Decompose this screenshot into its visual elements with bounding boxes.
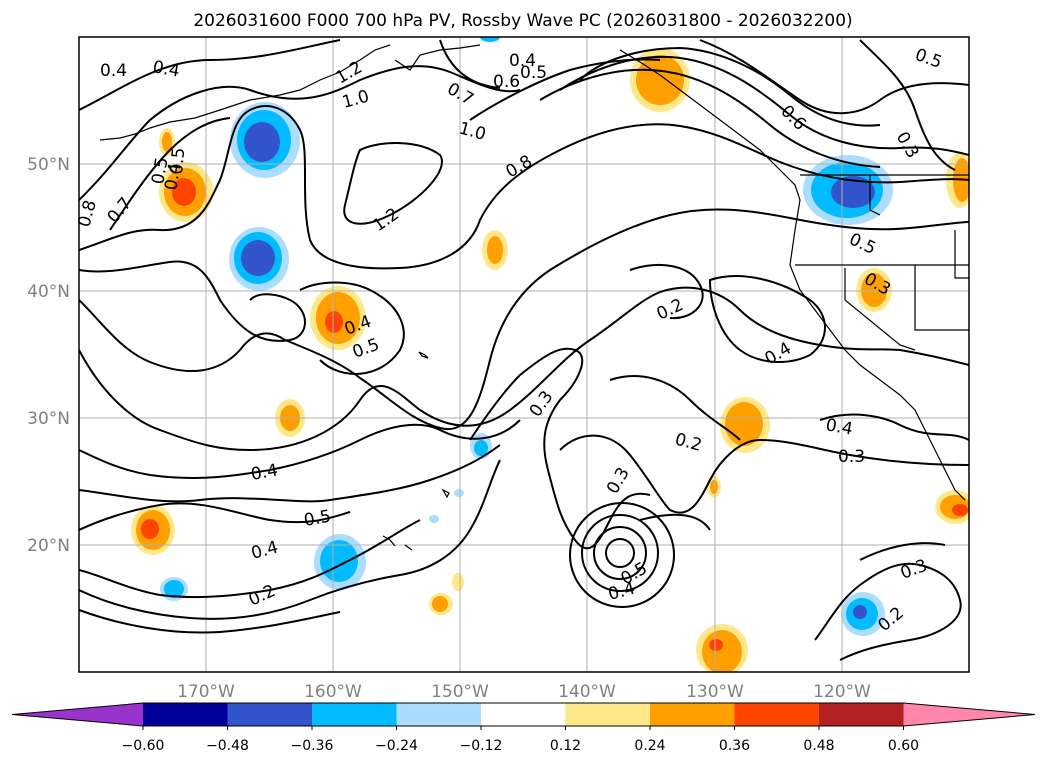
positive-anomaly-region: [432, 596, 448, 612]
colorbar-extend-min: [12, 703, 143, 726]
lat-tick-label: 30°N: [27, 409, 70, 429]
lon-tick-label: 120°W: [813, 682, 871, 702]
contour-label: 0.5: [846, 229, 879, 259]
positive-anomaly-region: [172, 178, 196, 206]
negative-anomaly-region: [241, 240, 275, 276]
map-panel: 0.4 0.4 1.2 1.0 0.7 0.4 0.5 0.6 0.5 0.4 …: [27, 36, 970, 702]
positive-anomaly-region: [861, 273, 887, 307]
contour-label: 0.3: [898, 556, 930, 584]
contour-label: 0.5: [912, 45, 944, 73]
colorbar-swatch: [734, 703, 820, 726]
colorbar-tick-label: −0.36: [291, 738, 334, 754]
contour-label: 0.8: [503, 151, 536, 182]
colorbar: −0.60 −0.48 −0.36 −0.24 −0.12 0.12 0.24 0.36 0.4…: [11, 702, 1036, 754]
negative-anomaly-region: [429, 515, 439, 523]
colorbar-tick-label: 0.48: [803, 738, 834, 754]
colorbar-tick-label: 0.60: [888, 738, 919, 754]
colorbar-tick-label: −0.12: [460, 738, 503, 754]
positive-anomaly-region: [702, 630, 742, 672]
positive-anomaly-region: [636, 55, 684, 105]
contour-label: 0.5: [302, 507, 332, 531]
lat-tick-label: 50°N: [27, 155, 70, 175]
colorbar-swatch: [227, 703, 313, 726]
negative-anomaly-region: [320, 540, 358, 582]
colorbar-tick-label: 0.12: [550, 738, 581, 754]
contour-label: 1.2: [333, 57, 366, 88]
positive-anomaly-region: [710, 480, 718, 494]
contour-label: 0.4: [762, 338, 795, 369]
negative-anomaly-region: [454, 489, 464, 497]
positive-anomaly-region: [952, 504, 968, 516]
colorbar-extend-max: [903, 703, 1035, 726]
positive-anomaly-region: [325, 311, 343, 333]
contour-label: 0.4: [824, 415, 854, 439]
colorbar-tick-label: −0.24: [375, 738, 418, 754]
contour-label: 0.4: [509, 51, 536, 71]
lat-tick-label: 20°N: [27, 536, 70, 556]
positive-anomaly-region: [452, 573, 464, 591]
negative-anomaly-region: [474, 440, 488, 456]
colorbar-tick-label: −0.60: [122, 738, 165, 754]
positive-anomaly-region: [141, 519, 159, 539]
colorbar-swatch: [481, 703, 566, 726]
contour-label: 0.2: [673, 430, 704, 456]
contour-labels: 0.4 0.4 1.2 1.0 0.7 0.4 0.5 0.6 0.5 0.4 …: [75, 45, 945, 636]
positive-anomaly-region: [709, 639, 723, 651]
negative-anomaly-region: [244, 122, 280, 162]
contour-label: 0.5: [167, 147, 189, 176]
contour-label: 1.2: [369, 204, 403, 236]
contour-label: 0.4: [161, 162, 185, 192]
positive-anomaly-region: [487, 236, 503, 264]
colorbar-tick-label: 0.36: [719, 738, 750, 754]
lat-tick-label: 40°N: [27, 282, 70, 302]
contour-label: 0.6: [493, 72, 520, 92]
contour-label: 0.4: [606, 579, 637, 605]
contour-label: 0.4: [249, 461, 279, 485]
contour-label: 0.2: [246, 581, 279, 611]
colorbar-swatch: [396, 703, 482, 726]
contour-label: 0.5: [148, 156, 172, 186]
map-frame: [78, 36, 970, 673]
figure-title: 2026031600 F000 700 hPa PV, Rossby Wave …: [193, 11, 852, 31]
contour-label: 1.0: [457, 119, 488, 145]
negative-anomaly-region: [164, 580, 184, 598]
positive-anomaly-region: [162, 132, 172, 152]
contour-label: 0.4: [249, 538, 280, 564]
colorbar-tick-label: 0.24: [634, 738, 665, 754]
lon-tick-label: 160°W: [304, 682, 362, 702]
contour-label: 0.2: [654, 295, 687, 325]
lat-tick-labels: 20°N 30°N 40°N 50°N: [27, 155, 70, 556]
contour-label: 0.3: [603, 464, 634, 497]
colorbar-swatch: [565, 703, 651, 726]
coastlines: [99, 44, 969, 551]
colorbar-swatch: [143, 703, 228, 726]
pv-shading: [131, 37, 969, 672]
negative-anomaly-region: [853, 605, 867, 619]
colorbar-swatch: [312, 703, 397, 726]
lon-tick-label: 170°W: [177, 682, 235, 702]
contour-label: 0.3: [838, 447, 865, 467]
colorbar-swatch: [650, 703, 735, 726]
colorbar-tick-label: −0.48: [206, 738, 249, 754]
pv-contours: [79, 39, 969, 661]
lon-tick-label: 140°W: [558, 682, 616, 702]
graticule: [79, 37, 969, 672]
contour-label: 0.5: [520, 63, 547, 83]
contour-label: 0.7: [444, 79, 477, 110]
colorbar-swatch: [819, 703, 904, 726]
contour-label: 0.3: [892, 129, 923, 162]
lon-tick-label: 130°W: [686, 682, 744, 702]
lon-tick-labels: 170°W 160°W 150°W 140°W 130°W 120°W: [177, 682, 871, 702]
contour-label: 1.0: [340, 87, 371, 113]
contour-label: 0.4: [100, 61, 127, 81]
lon-tick-label: 150°W: [431, 682, 489, 702]
negative-anomaly-region: [480, 37, 500, 42]
contour-label: 0.4: [151, 57, 181, 81]
